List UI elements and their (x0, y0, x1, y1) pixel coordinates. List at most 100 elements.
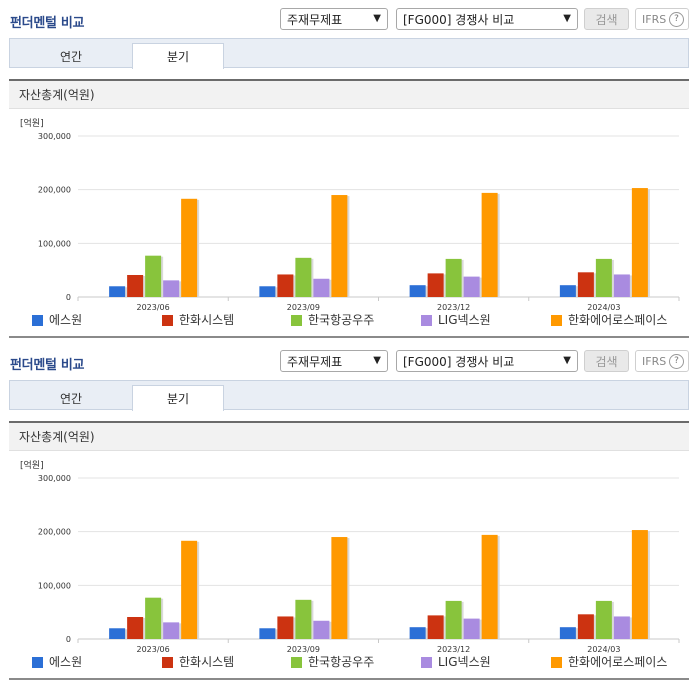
bar[interactable] (295, 257, 312, 297)
bar[interactable] (409, 285, 426, 297)
statement-select[interactable]: 주재무제표 ▼ (280, 350, 388, 372)
group-select[interactable]: [FG000] 경쟁사 비교 ▼ (396, 8, 578, 30)
search-button[interactable]: 검색 (584, 350, 629, 372)
ifrs-help[interactable]: IFRS ? (635, 8, 689, 30)
x-tick-label: 2023/09 (287, 303, 320, 312)
tab-quarterly[interactable]: 분기 (132, 43, 224, 69)
chevron-down-icon: ▼ (563, 355, 571, 366)
bar[interactable] (277, 616, 294, 639)
legend-swatch (551, 315, 562, 326)
bar[interactable] (445, 258, 462, 297)
bar[interactable] (481, 192, 498, 297)
ifrs-label: IFRS (642, 354, 667, 368)
legend-swatch (291, 315, 302, 326)
bar[interactable] (163, 280, 180, 297)
y-tick-label: 200,000 (38, 186, 71, 195)
legend-label[interactable]: 한화시스템 (179, 655, 234, 669)
y-tick-label: 100,000 (38, 581, 71, 590)
bar[interactable] (631, 530, 648, 639)
legend-swatch (32, 315, 43, 326)
bar[interactable] (259, 628, 276, 639)
bar[interactable] (559, 285, 576, 297)
panel-title: 펀더멘털 비교 (10, 16, 85, 31)
section-header: 자산총계(억원) (9, 79, 689, 109)
y-tick-label: 0 (66, 293, 71, 302)
chevron-down-icon: ▼ (373, 355, 381, 366)
bar[interactable] (481, 534, 498, 639)
fundamental-panel-1: 펀더멘털 비교 주재무제표 ▼ [FG000] 경쟁사 비교 ▼ 검색 IFRS… (9, 8, 689, 338)
legend-label[interactable]: 한화시스템 (179, 313, 234, 327)
divider (9, 678, 689, 680)
ifrs-help[interactable]: IFRS ? (635, 350, 689, 372)
bar[interactable] (295, 599, 312, 639)
bar[interactable] (109, 286, 126, 297)
bar[interactable] (559, 627, 576, 639)
bar[interactable] (595, 258, 612, 297)
bar[interactable] (463, 276, 480, 297)
search-button[interactable]: 검색 (584, 8, 629, 30)
y-tick-label: 100,000 (38, 239, 71, 248)
statement-select[interactable]: 주재무제표 ▼ (280, 8, 388, 30)
legend-label[interactable]: 한화에어로스페이스 (568, 655, 667, 669)
ifrs-label: IFRS (642, 12, 667, 26)
bar[interactable] (613, 616, 630, 639)
legend-label[interactable]: 한국항공우주 (308, 313, 374, 327)
legend-label[interactable]: 한국항공우주 (308, 655, 374, 669)
bar[interactable] (181, 198, 198, 297)
bar[interactable] (427, 273, 444, 297)
bar[interactable] (163, 622, 180, 639)
legend-swatch (551, 657, 562, 668)
bar[interactable] (613, 274, 630, 297)
legend-swatch (291, 657, 302, 668)
panel-title: 펀더멘털 비교 (10, 358, 85, 373)
x-tick-label: 2023/06 (137, 303, 170, 312)
y-tick-label: 300,000 (38, 474, 71, 483)
bar[interactable] (577, 614, 594, 639)
x-tick-label: 2024/03 (587, 645, 620, 654)
legend-label[interactable]: LIG넥스원 (438, 313, 491, 327)
bar[interactable] (313, 278, 330, 297)
bar[interactable] (409, 627, 426, 639)
help-icon[interactable]: ? (669, 12, 684, 27)
bar[interactable] (259, 286, 276, 297)
asset-total-chart: [억원] 0 100,000 200,000 300,000 2023/06 2023/09… (20, 459, 680, 669)
x-tick-label: 2024/03 (587, 303, 620, 312)
bar[interactable] (181, 540, 198, 639)
section-header: 자산총계(억원) (9, 421, 689, 451)
bar[interactable] (109, 628, 126, 639)
tab-annual[interactable]: 연간 (59, 50, 83, 64)
y-tick-label: 300,000 (38, 132, 71, 141)
bar[interactable] (127, 274, 144, 297)
bar[interactable] (631, 188, 648, 297)
help-icon[interactable]: ? (669, 354, 684, 369)
legend-label[interactable]: LIG넥스원 (438, 655, 491, 669)
period-tabs: 연간 분기 (9, 380, 689, 411)
group-select[interactable]: [FG000] 경쟁사 비교 ▼ (396, 350, 578, 372)
tab-quarterly[interactable]: 분기 (132, 385, 224, 411)
period-tabs: 연간 분기 (9, 38, 689, 69)
bar[interactable] (331, 195, 348, 297)
asset-total-chart: [억원] 0 100,000 200,000 300,000 2023/06 2023/09… (20, 117, 680, 327)
bar[interactable] (331, 537, 348, 639)
chevron-down-icon: ▼ (563, 13, 571, 24)
tab-annual[interactable]: 연간 (59, 392, 83, 406)
legend-label[interactable]: 한화에어로스페이스 (568, 313, 667, 327)
legend-swatch (421, 657, 432, 668)
x-tick-label: 2023/09 (287, 645, 320, 654)
x-tick-label: 2023/06 (137, 645, 170, 654)
bar[interactable] (595, 600, 612, 639)
section-title: 자산총계(억원) (19, 430, 95, 444)
bar[interactable] (463, 618, 480, 639)
bar[interactable] (145, 255, 162, 297)
bar[interactable] (427, 615, 444, 639)
bar[interactable] (577, 272, 594, 297)
bar[interactable] (127, 616, 144, 639)
legend-swatch (421, 315, 432, 326)
legend-label[interactable]: 에스원 (49, 313, 82, 327)
legend-label[interactable]: 에스원 (49, 655, 82, 669)
chevron-down-icon: ▼ (373, 13, 381, 24)
bar[interactable] (277, 274, 294, 297)
bar[interactable] (313, 620, 330, 639)
bar[interactable] (445, 600, 462, 639)
bar[interactable] (145, 597, 162, 639)
